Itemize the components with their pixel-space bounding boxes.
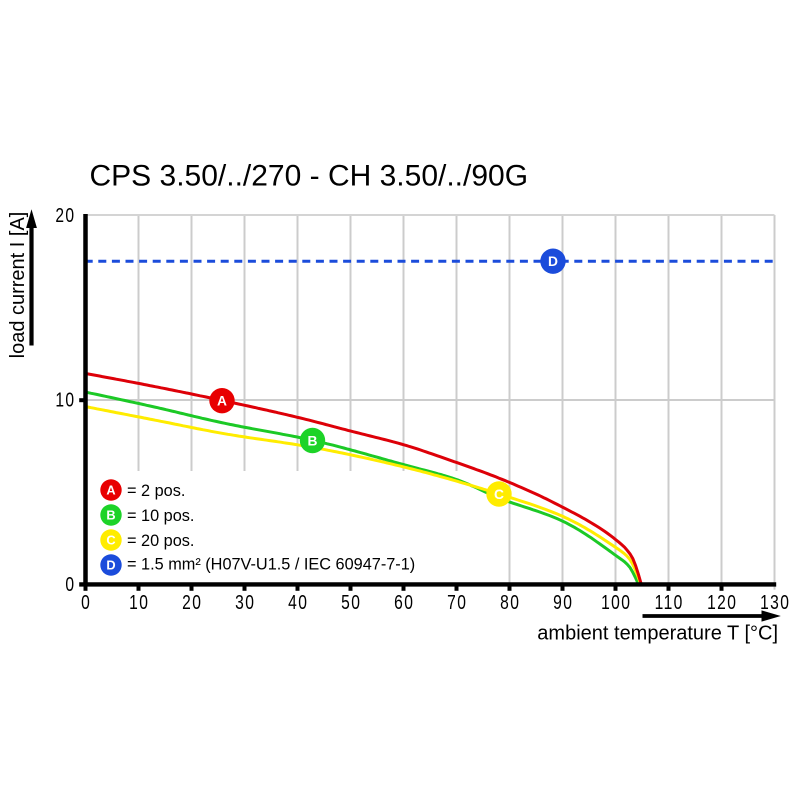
svg-text:10: 10 bbox=[129, 591, 149, 613]
svg-text:load current I [A]: load current I [A] bbox=[7, 212, 29, 359]
svg-text:= 10 pos.: = 10 pos. bbox=[127, 507, 194, 525]
svg-text:C: C bbox=[494, 487, 504, 502]
svg-text:110: 110 bbox=[655, 591, 684, 613]
svg-text:B: B bbox=[106, 508, 115, 523]
svg-text:10: 10 bbox=[55, 389, 75, 411]
svg-text:= 20 pos.: = 20 pos. bbox=[127, 532, 194, 550]
svg-text:50: 50 bbox=[341, 591, 361, 613]
svg-text:100: 100 bbox=[601, 591, 631, 613]
svg-text:0: 0 bbox=[65, 573, 75, 595]
svg-text:20: 20 bbox=[55, 204, 75, 226]
svg-text:A: A bbox=[106, 483, 115, 498]
svg-text:20: 20 bbox=[182, 591, 202, 613]
svg-text:70: 70 bbox=[447, 591, 467, 613]
svg-text:ambient temperature T [°C]: ambient temperature T [°C] bbox=[537, 622, 778, 644]
svg-text:80: 80 bbox=[500, 591, 520, 613]
svg-text:0: 0 bbox=[81, 591, 91, 613]
svg-text:C: C bbox=[106, 533, 115, 548]
svg-text:B: B bbox=[308, 434, 318, 449]
svg-text:30: 30 bbox=[235, 591, 255, 613]
svg-text:120: 120 bbox=[707, 591, 737, 613]
svg-text:D: D bbox=[106, 558, 115, 573]
svg-text:= 1.5 mm² (H07V-U1.5 / IEC 609: = 1.5 mm² (H07V-U1.5 / IEC 60947-7-1) bbox=[127, 556, 415, 574]
svg-text:= 2 pos.: = 2 pos. bbox=[127, 482, 185, 500]
svg-text:40: 40 bbox=[288, 591, 308, 613]
svg-text:90: 90 bbox=[553, 591, 573, 613]
svg-text:60: 60 bbox=[394, 591, 414, 613]
svg-text:130: 130 bbox=[760, 591, 790, 613]
svg-text:A: A bbox=[217, 394, 227, 409]
svg-text:CPS 3.50/../270 - CH 3.50/../9: CPS 3.50/../270 - CH 3.50/../90G bbox=[90, 160, 529, 193]
svg-text:D: D bbox=[548, 254, 558, 269]
